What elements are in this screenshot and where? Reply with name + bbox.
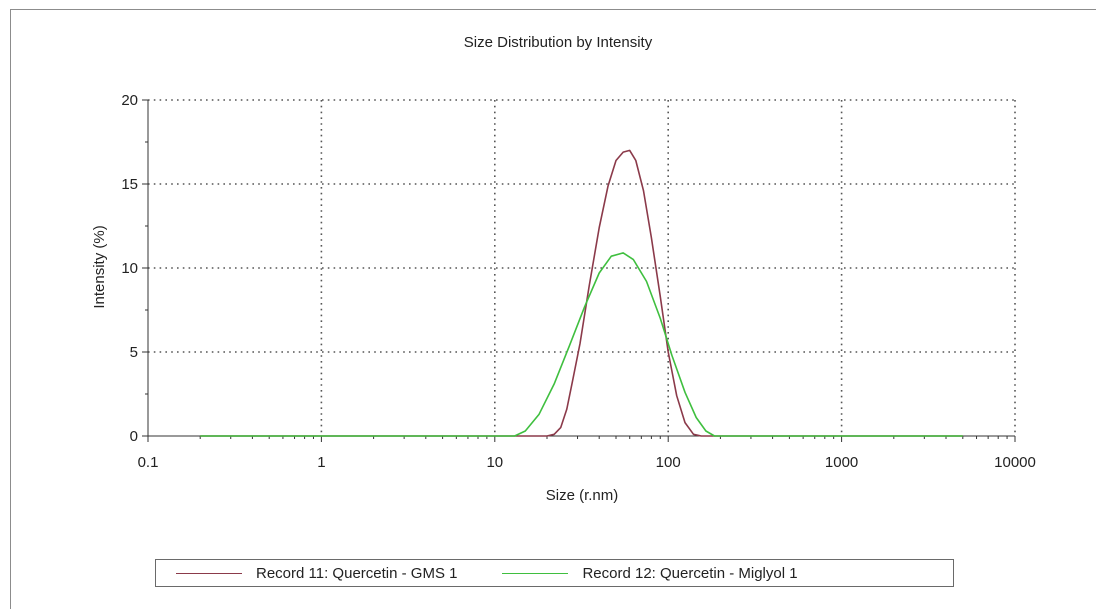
x-tick-label: 1000 (825, 454, 858, 471)
legend-label-record-12: Record 12: Quercetin - Miglyol 1 (582, 564, 798, 582)
x-tick-label: 10000 (994, 454, 1036, 471)
legend: Record 11: Quercetin - GMS 1 Record 12: … (155, 559, 954, 587)
x-tick-label: 0.1 (138, 454, 159, 471)
y-tick-label: 10 (121, 260, 138, 277)
x-tick-label: 10 (486, 454, 503, 471)
y-tick-label: 5 (130, 344, 138, 361)
legend-label-record-11: Record 11: Quercetin - GMS 1 (256, 564, 458, 582)
legend-item-record-11: Record 11: Quercetin - GMS 1 (176, 560, 457, 586)
chart-title: Size Distribution by Intensity (464, 34, 653, 51)
axes: 0 5 10 15 20 0.1 1 10 100 1000 10000 (121, 92, 1036, 471)
x-tick-label: 100 (656, 454, 681, 471)
series-layer (200, 149, 963, 437)
legend-swatch-record-12 (502, 572, 569, 574)
series-line-record-12 (200, 252, 963, 437)
legend-swatch-record-11 (176, 572, 242, 574)
grid (148, 99, 1016, 436)
chart-frame (10, 9, 1096, 609)
series-line-record-11 (200, 149, 963, 437)
y-tick-label: 15 (121, 176, 138, 193)
y-tick-label: 0 (130, 428, 138, 445)
legend-item-record-12: Record 12: Quercetin - Miglyol 1 (502, 560, 798, 586)
x-tick-label: 1 (317, 454, 325, 471)
y-tick-label: 20 (121, 92, 138, 109)
x-axis-label: Size (r.nm) (546, 487, 619, 504)
y-axis-label: Intensity (%) (91, 225, 108, 308)
